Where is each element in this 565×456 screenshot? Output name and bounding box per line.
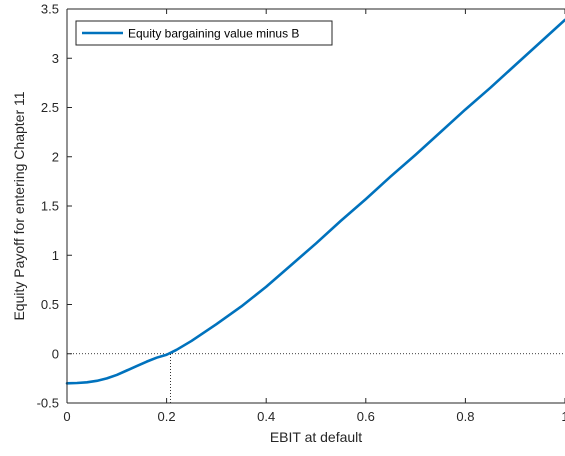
legend-label: Equity bargaining value minus B [128,27,299,41]
x-tick-label: 0.6 [357,409,375,424]
reference-lines [67,353,565,403]
y-tick-label: 0 [52,346,59,361]
y-tick-label: 3.5 [41,2,59,17]
y-axis-label: Equity Payoff for entering Chapter 11 [11,91,27,320]
x-tick-label: 1 [561,409,565,424]
series-layer [65,18,565,385]
y-tick-label: 3 [52,51,59,66]
y-tick-label: 1.5 [41,199,59,214]
y-tick-label: 0.5 [41,297,59,312]
y-tick-label: -0.5 [37,396,59,411]
axes [66,8,565,404]
x-tick-label: 0.8 [456,409,474,424]
y-tick-label: 2.5 [41,100,59,115]
y-tick-label: 2 [52,149,59,164]
x-tick-label: 0.2 [158,409,176,424]
y-tick-label: 1 [52,248,59,263]
x-tick-label: 0.4 [257,409,275,424]
x-axis-label: EBIT at default [270,429,362,445]
tick-labels: 0 0.2 0.4 0.6 0.8 1 -0.5 0 0.5 1 1.5 2 2.5 3 3.5 [37,2,565,425]
x-tick-label: 0 [63,409,70,424]
legend: Equity bargaining value minus B [75,20,333,46]
series-line-0 [65,18,565,385]
